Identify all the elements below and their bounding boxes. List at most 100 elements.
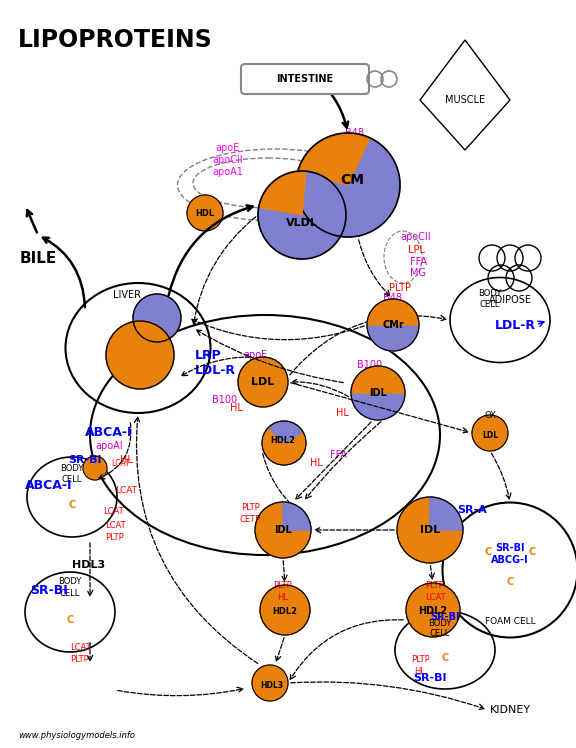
- Text: apoA1: apoA1: [213, 167, 244, 177]
- Text: LIPOPROTEINS: LIPOPROTEINS: [18, 28, 213, 52]
- Text: SR-BI: SR-BI: [30, 583, 68, 596]
- Text: B48: B48: [346, 128, 365, 138]
- Text: CM: CM: [340, 173, 364, 187]
- Text: FFA: FFA: [410, 257, 427, 267]
- FancyBboxPatch shape: [241, 64, 369, 94]
- Text: HDL2: HDL2: [418, 606, 448, 616]
- Text: SR-A: SR-A: [457, 505, 487, 515]
- Circle shape: [133, 294, 181, 342]
- Text: CELL: CELL: [60, 589, 80, 598]
- Circle shape: [252, 665, 288, 701]
- Circle shape: [187, 195, 223, 231]
- Text: SR-BI: SR-BI: [413, 673, 447, 683]
- Text: LCAT: LCAT: [105, 521, 126, 530]
- Text: BODY: BODY: [58, 577, 82, 586]
- Text: LDL-R: LDL-R: [495, 319, 536, 331]
- Text: SR-BI: SR-BI: [68, 455, 101, 465]
- Circle shape: [430, 643, 460, 673]
- Text: BODY: BODY: [60, 464, 84, 473]
- Text: LCAT: LCAT: [111, 459, 130, 468]
- Circle shape: [55, 605, 85, 635]
- Text: B48: B48: [384, 293, 403, 303]
- Text: B100: B100: [358, 360, 382, 370]
- Text: LDL-R: LDL-R: [195, 364, 236, 376]
- Circle shape: [255, 502, 311, 558]
- Text: apoAI: apoAI: [95, 441, 123, 451]
- Circle shape: [367, 299, 419, 351]
- Text: CELL: CELL: [62, 474, 82, 483]
- Text: apoCII: apoCII: [400, 232, 431, 242]
- Text: LDL: LDL: [251, 377, 275, 387]
- Text: MUSCLE: MUSCLE: [445, 95, 485, 105]
- Circle shape: [106, 321, 174, 389]
- Text: PLTP: PLTP: [411, 655, 429, 664]
- Text: HL: HL: [230, 403, 242, 413]
- Text: PLTP: PLTP: [70, 655, 89, 664]
- Circle shape: [260, 585, 310, 635]
- Text: INTESTINE: INTESTINE: [276, 74, 334, 84]
- Text: PLTP: PLTP: [426, 580, 444, 589]
- Text: HL: HL: [310, 458, 323, 468]
- Wedge shape: [259, 171, 306, 215]
- Text: ABCA-I: ABCA-I: [85, 426, 132, 438]
- Text: C: C: [528, 547, 536, 557]
- Text: BILE: BILE: [20, 251, 57, 266]
- Text: LDL: LDL: [482, 431, 498, 440]
- Text: HL: HL: [415, 667, 426, 676]
- Text: HL: HL: [120, 455, 133, 465]
- Circle shape: [397, 497, 463, 563]
- Text: LCAT: LCAT: [103, 507, 124, 517]
- Text: HL: HL: [278, 592, 289, 601]
- Text: PLTP: PLTP: [105, 533, 124, 542]
- Text: HDL2: HDL2: [272, 607, 297, 616]
- Text: IDL: IDL: [369, 388, 387, 398]
- Wedge shape: [430, 497, 463, 530]
- Text: HL: HL: [336, 408, 348, 418]
- Text: B100: B100: [279, 220, 305, 230]
- Text: ABCA-I: ABCA-I: [25, 479, 73, 491]
- Text: LRP: LRP: [195, 349, 222, 361]
- Text: C: C: [484, 547, 492, 557]
- Circle shape: [57, 490, 87, 520]
- Text: apoE: apoE: [243, 350, 267, 360]
- Text: LIVER: LIVER: [113, 290, 141, 300]
- Text: MG: MG: [410, 268, 426, 278]
- Text: PLTP: PLTP: [241, 503, 259, 512]
- Text: HDL2: HDL2: [271, 435, 295, 444]
- Circle shape: [472, 415, 508, 451]
- Text: LCAT: LCAT: [70, 643, 90, 652]
- Circle shape: [83, 456, 107, 480]
- Text: BODY: BODY: [478, 289, 502, 298]
- Circle shape: [296, 133, 400, 237]
- Text: LCAT: LCAT: [115, 485, 137, 494]
- Circle shape: [472, 536, 504, 568]
- Wedge shape: [283, 502, 311, 530]
- Circle shape: [258, 171, 346, 259]
- Text: PLTP: PLTP: [274, 580, 293, 589]
- Circle shape: [406, 583, 460, 637]
- Text: apoCII: apoCII: [213, 155, 243, 165]
- Wedge shape: [268, 421, 303, 443]
- Text: HDL3: HDL3: [260, 681, 283, 690]
- Text: B100: B100: [213, 395, 237, 405]
- Text: C: C: [69, 500, 75, 510]
- Wedge shape: [298, 133, 370, 185]
- Text: SR-BI: SR-BI: [495, 543, 525, 553]
- Text: PLTP: PLTP: [389, 283, 411, 293]
- Text: CETP: CETP: [240, 515, 260, 524]
- Text: FFA: FFA: [330, 450, 347, 460]
- Text: LPL: LPL: [408, 245, 425, 255]
- Text: FOAM CELL: FOAM CELL: [484, 618, 535, 627]
- Circle shape: [516, 536, 548, 568]
- Text: HDL: HDL: [195, 209, 215, 218]
- Wedge shape: [367, 299, 419, 325]
- Text: VLDL: VLDL: [286, 218, 318, 228]
- Text: HDL3: HDL3: [72, 560, 105, 570]
- Circle shape: [238, 357, 288, 407]
- Wedge shape: [351, 366, 405, 393]
- Text: BODY: BODY: [429, 619, 452, 628]
- Text: C: C: [66, 615, 74, 625]
- Text: IDL: IDL: [420, 525, 440, 535]
- Text: C: C: [506, 577, 514, 587]
- Text: IDL: IDL: [274, 525, 292, 535]
